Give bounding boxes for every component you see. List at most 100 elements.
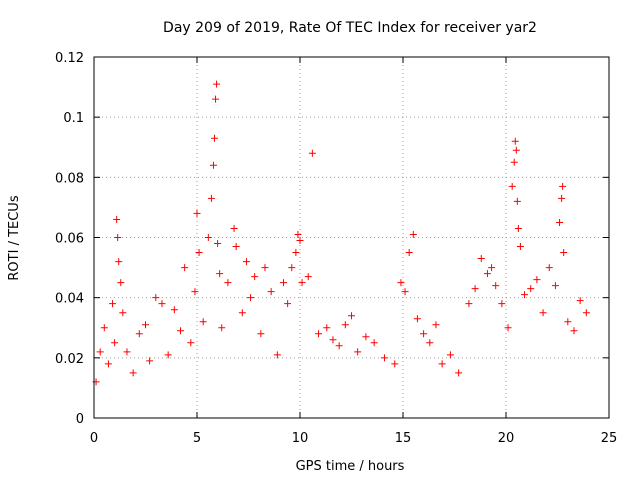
data-point	[477, 255, 485, 263]
y-tick-label: 0	[76, 412, 84, 427]
data-point	[257, 330, 265, 338]
data-point	[533, 276, 541, 284]
y-tick-label: 0.06	[55, 232, 84, 247]
data-point	[514, 224, 522, 232]
data-point	[432, 321, 440, 329]
data-point	[426, 339, 434, 347]
data-point	[181, 264, 189, 272]
data-point	[187, 339, 195, 347]
y-tick-label: 0.1	[63, 111, 84, 126]
data-point	[576, 297, 584, 305]
data-point	[446, 351, 454, 359]
x-tick-label: 25	[601, 431, 618, 446]
data-point	[516, 243, 524, 251]
data-point	[521, 291, 529, 299]
data-point	[492, 282, 500, 290]
data-point	[113, 215, 121, 223]
data-point	[115, 258, 123, 266]
data-point	[216, 270, 224, 278]
data-point	[498, 300, 506, 308]
data-point	[123, 348, 131, 356]
data-point	[539, 309, 547, 317]
data-point	[213, 80, 221, 88]
data-point	[483, 270, 491, 278]
data-point	[438, 360, 446, 368]
data-point	[207, 194, 215, 202]
data-point	[100, 324, 108, 332]
data-point	[582, 309, 590, 317]
data-point	[298, 279, 306, 287]
data-point	[380, 354, 388, 362]
data-point	[556, 218, 564, 226]
data-point	[195, 249, 203, 257]
data-point	[527, 285, 535, 293]
data-point	[284, 300, 292, 308]
data-point	[251, 273, 259, 281]
grid-lines	[94, 57, 609, 418]
y-tick-label: 0.12	[55, 51, 84, 66]
chart-title: Day 209 of 2019, Rate Of TEC Index for r…	[163, 20, 537, 36]
data-point	[280, 279, 288, 287]
x-tick-label: 20	[498, 431, 515, 446]
data-point	[354, 348, 362, 356]
data-point	[212, 95, 220, 103]
data-point	[315, 330, 323, 338]
data-point	[96, 348, 104, 356]
data-point	[323, 324, 331, 332]
data-point	[559, 182, 567, 190]
data-point	[551, 282, 559, 290]
y-axis-label: ROTI / TECUs	[7, 195, 22, 280]
data-point	[570, 327, 578, 335]
data-point	[508, 182, 516, 190]
data-point	[558, 194, 566, 202]
data-point	[341, 321, 349, 329]
data-point	[129, 369, 137, 377]
data-point	[218, 324, 226, 332]
y-tick-label: 0.02	[55, 352, 84, 367]
y-tick-label: 0.08	[55, 171, 84, 186]
data-point	[177, 327, 185, 335]
data-point	[117, 279, 125, 287]
data-points	[92, 80, 590, 386]
data-point	[193, 209, 201, 217]
plot-frame	[93, 56, 610, 419]
data-point	[114, 234, 122, 241]
x-axis-label: GPS time / hours	[296, 459, 405, 474]
data-point	[560, 249, 568, 257]
data-point	[230, 224, 238, 232]
data-point	[104, 360, 112, 368]
data-point	[510, 158, 518, 166]
data-point	[511, 137, 519, 145]
data-point	[142, 321, 149, 329]
data-point	[170, 306, 178, 314]
data-point	[362, 333, 370, 341]
data-point	[420, 330, 428, 338]
x-tick-label: 10	[292, 431, 309, 446]
data-point	[242, 258, 250, 266]
data-point	[288, 264, 296, 272]
data-point	[292, 249, 300, 257]
data-point	[267, 288, 275, 296]
data-point	[224, 279, 232, 287]
axis-ticks: 0 0.02 0.04 0.06 0.08 0.1 0.12 0 5 10 15 20 25	[55, 51, 617, 446]
data-point	[214, 240, 222, 248]
data-point	[211, 134, 219, 142]
data-point	[405, 249, 413, 257]
data-point	[512, 146, 520, 154]
data-point	[471, 285, 479, 293]
data-point	[232, 243, 240, 251]
data-point	[158, 300, 166, 308]
x-tick-label: 15	[395, 431, 412, 446]
data-point	[413, 315, 421, 323]
data-point	[409, 230, 417, 238]
data-point	[238, 309, 246, 317]
data-point	[261, 264, 269, 272]
data-point	[152, 294, 160, 302]
data-point	[294, 230, 302, 238]
data-point	[119, 309, 127, 317]
data-point	[545, 264, 553, 272]
data-point	[455, 369, 463, 377]
data-point	[401, 288, 409, 296]
data-point	[164, 351, 172, 359]
